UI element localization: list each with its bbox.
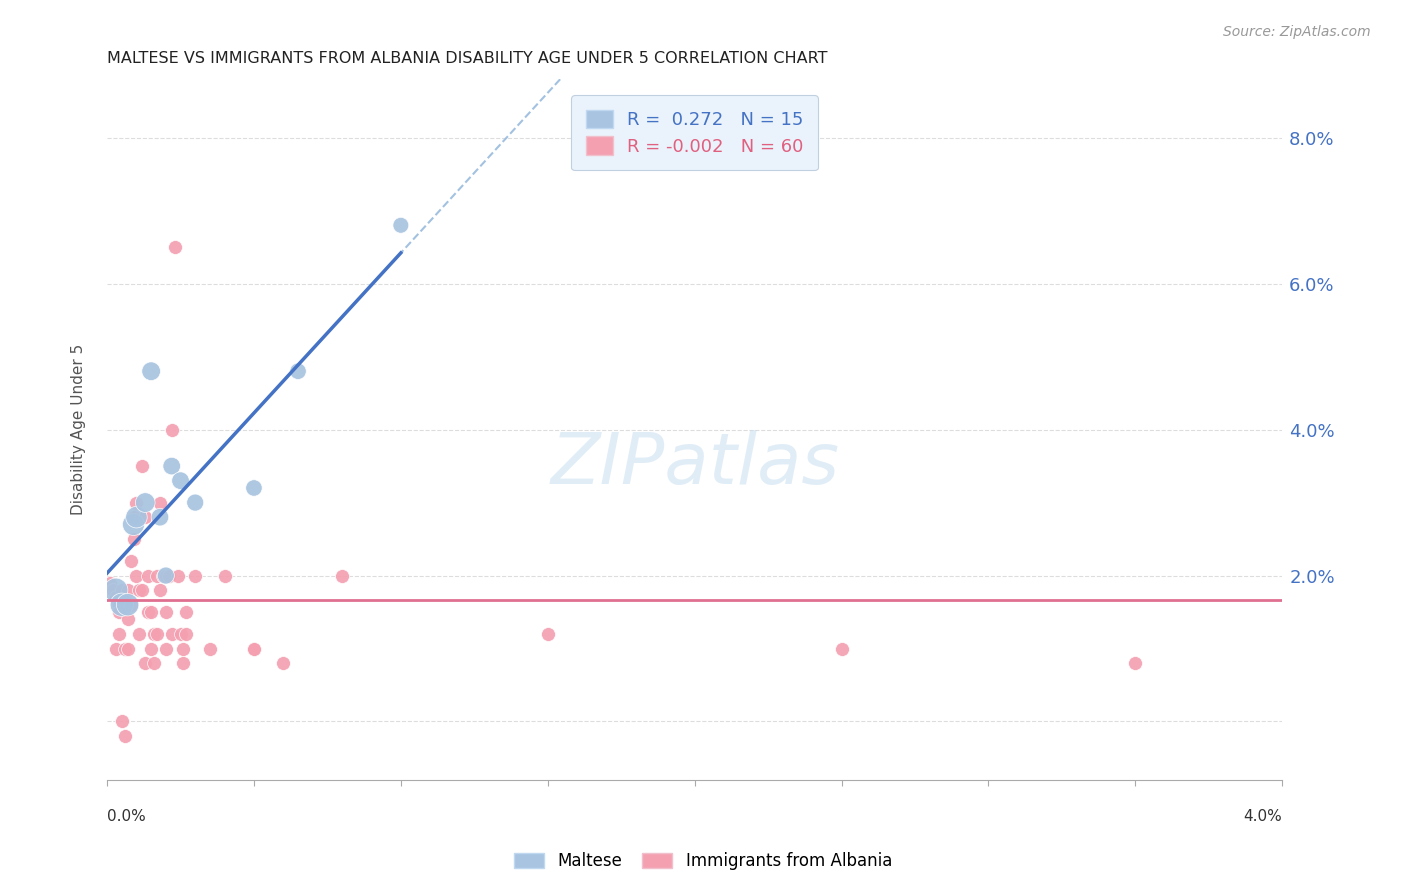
Y-axis label: Disability Age Under 5: Disability Age Under 5 [72,344,86,516]
Point [243,481,266,495]
Point [122,517,145,532]
Point [176,627,198,641]
Legend: Maltese, Immigrants from Albania: Maltese, Immigrants from Albania [508,846,898,877]
Point [139,605,162,619]
Point [122,510,145,524]
Point [176,605,198,619]
Point [117,598,139,612]
Point [120,554,142,568]
Point [155,568,177,582]
Point [104,583,127,598]
Point [163,240,186,254]
Point [134,495,156,509]
Legend: R =  0.272   N = 15, R = -0.002   N = 60: R = 0.272 N = 15, R = -0.002 N = 60 [571,95,818,170]
Point [125,510,148,524]
Point [273,656,295,670]
Text: 0.0%: 0.0% [107,809,146,824]
Point [166,568,188,582]
Point [389,219,412,233]
Point [214,568,236,582]
Point [114,641,136,656]
Point [134,656,156,670]
Point [184,495,207,509]
Point [136,605,159,619]
Point [108,627,131,641]
Point [143,656,166,670]
Point [117,641,139,656]
Point [198,641,221,656]
Point [136,568,159,582]
Point [104,591,127,605]
Point [101,583,124,598]
Text: Source: ZipAtlas.com: Source: ZipAtlas.com [1223,25,1371,39]
Point [134,510,156,524]
Point [155,568,177,582]
Point [143,627,166,641]
Point [157,568,180,582]
Point [184,568,207,582]
Point [128,583,150,598]
Point [108,598,131,612]
Point [831,641,853,656]
Point [172,641,194,656]
Point [122,532,145,546]
Point [243,641,266,656]
Point [111,714,134,729]
Point [125,568,148,582]
Point [117,583,139,598]
Point [128,627,150,641]
Point [146,627,169,641]
Point [287,364,309,378]
Point [149,510,172,524]
Point [120,598,142,612]
Point [155,605,177,619]
Point [149,495,172,509]
Point [131,459,153,474]
Point [243,641,266,656]
Point [160,627,183,641]
Point [149,583,172,598]
Point [537,627,560,641]
Point [131,583,153,598]
Point [330,568,353,582]
Point [125,495,148,509]
Point [1123,656,1146,670]
Point [98,575,121,590]
Point [172,656,194,670]
Point [139,364,162,378]
Point [160,423,183,437]
Point [111,583,134,598]
Text: ZIPatlas: ZIPatlas [550,430,839,500]
Point [169,474,191,488]
Point [117,612,139,626]
Point [155,641,177,656]
Point [146,568,169,582]
Point [169,627,191,641]
Point [160,459,183,474]
Point [139,641,162,656]
Point [114,729,136,743]
Text: 4.0%: 4.0% [1243,809,1282,824]
Point [108,605,131,619]
Point [152,568,174,582]
Point [104,641,127,656]
Point [111,598,134,612]
Text: MALTESE VS IMMIGRANTS FROM ALBANIA DISABILITY AGE UNDER 5 CORRELATION CHART: MALTESE VS IMMIGRANTS FROM ALBANIA DISAB… [107,51,828,66]
